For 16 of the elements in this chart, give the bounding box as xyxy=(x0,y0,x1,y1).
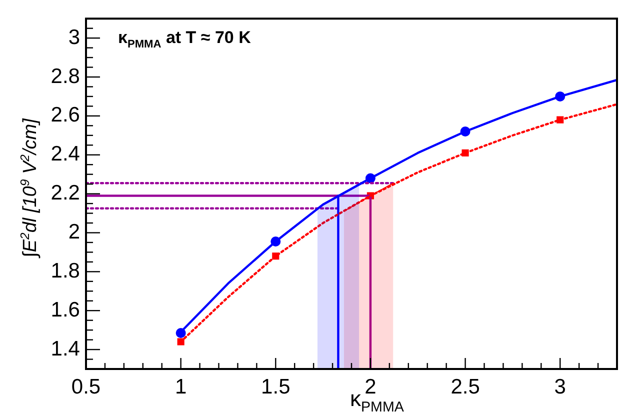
y-tick-label: 3 xyxy=(68,26,80,49)
x-tick-label: 2.5 xyxy=(450,375,480,398)
y-tick-label: 2.6 xyxy=(50,104,80,127)
x-tick-label: 3 xyxy=(554,375,566,398)
y-tick-label: 2.4 xyxy=(50,142,80,166)
y-tick-label: 2.8 xyxy=(50,64,80,88)
y-tick-label: 2.2 xyxy=(50,182,80,205)
x-tick-label: 2 xyxy=(364,375,376,398)
x-tick-label: 0.5 xyxy=(71,375,101,398)
y-tick-label: 1.4 xyxy=(50,337,80,360)
y-tick-label: 1.6 xyxy=(50,298,80,322)
y-tick-label: 2 xyxy=(68,220,80,244)
y-tick-label: 1.8 xyxy=(50,259,80,282)
x-tick-label: 1 xyxy=(174,375,187,398)
x-tick-label: 1.5 xyxy=(261,375,290,398)
annotation: κ$_{PMMA}$ at T ≈ 70 K xyxy=(118,28,251,50)
